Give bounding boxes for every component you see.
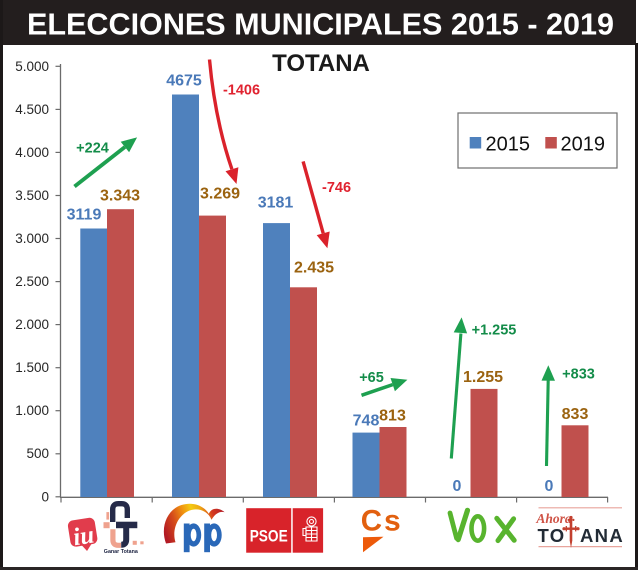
- svg-text:2.000: 2.000: [15, 317, 49, 332]
- svg-text:500: 500: [26, 446, 49, 461]
- svg-text:Ahora: Ahora: [535, 511, 572, 526]
- svg-text:+833: +833: [562, 367, 595, 383]
- svg-text:+65: +65: [359, 370, 384, 386]
- svg-text:+1.255: +1.255: [472, 323, 517, 339]
- svg-text:2.500: 2.500: [15, 274, 49, 289]
- svg-text:0: 0: [453, 478, 462, 495]
- svg-text:0: 0: [545, 478, 554, 495]
- svg-text:TOTANA: TOTANA: [272, 50, 370, 77]
- svg-text:748: 748: [353, 413, 380, 430]
- svg-text:-746: -746: [322, 180, 351, 196]
- svg-text:0: 0: [41, 490, 49, 505]
- svg-text:3119: 3119: [67, 207, 102, 224]
- svg-text:TO: TO: [538, 525, 566, 546]
- svg-text:C: C: [361, 504, 382, 537]
- svg-text:4.000: 4.000: [15, 145, 49, 160]
- svg-text:ELECCIONES MUNICIPALES 2015 -: ELECCIONES MUNICIPALES 2015 - 2019: [27, 8, 614, 42]
- svg-text:3.500: 3.500: [15, 188, 49, 203]
- svg-text:1.000: 1.000: [15, 403, 49, 418]
- svg-text:+224: +224: [76, 141, 109, 157]
- svg-text:1.255: 1.255: [463, 369, 503, 386]
- svg-text:3.343: 3.343: [100, 188, 140, 205]
- svg-text:5.000: 5.000: [15, 59, 49, 74]
- svg-text:2019: 2019: [561, 134, 606, 156]
- svg-text:3181: 3181: [258, 195, 294, 212]
- svg-text:3.269: 3.269: [200, 186, 240, 203]
- svg-text:ANA: ANA: [580, 525, 624, 546]
- svg-text:PSOE: PSOE: [250, 528, 288, 546]
- svg-text:Ganar Totana: Ganar Totana: [104, 549, 139, 555]
- svg-text:s: s: [384, 504, 401, 537]
- svg-text:-1406: -1406: [223, 83, 260, 99]
- svg-text:2015: 2015: [486, 134, 531, 156]
- svg-text:833: 833: [562, 406, 589, 423]
- svg-text:1.500: 1.500: [15, 360, 49, 375]
- svg-text:813: 813: [379, 408, 406, 425]
- svg-text:4675: 4675: [166, 73, 202, 90]
- svg-text:4.500: 4.500: [15, 102, 49, 117]
- svg-text:iu: iu: [71, 521, 96, 551]
- svg-text:2.435: 2.435: [294, 260, 334, 277]
- svg-text:3.000: 3.000: [15, 231, 49, 246]
